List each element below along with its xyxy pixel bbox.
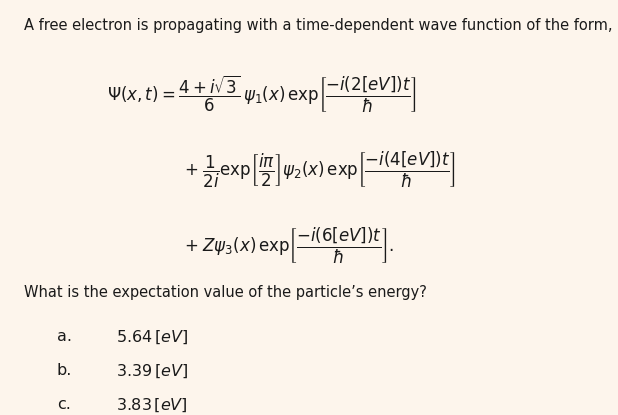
Text: a.: a. (57, 329, 72, 344)
Text: $+\;\dfrac{1}{2i}\exp\!\left[\dfrac{i\pi}{2}\right]\psi_2(x)\,\exp\!\left[\dfrac: $+\;\dfrac{1}{2i}\exp\!\left[\dfrac{i\pi… (184, 150, 457, 190)
Text: $+\;Z\psi_3(x)\,\exp\!\left[\dfrac{-i(6[eV])t}{\hbar}\right].$: $+\;Z\psi_3(x)\,\exp\!\left[\dfrac{-i(6[… (184, 225, 395, 266)
Text: What is the expectation value of the particle’s energy?: What is the expectation value of the par… (24, 285, 427, 300)
Text: b.: b. (57, 363, 72, 378)
Text: $\Psi(x,t) = \dfrac{4+i\sqrt{3}}{6}\,\psi_1(x)\,\exp\!\left[\dfrac{-i(2[eV])t}{\: $\Psi(x,t) = \dfrac{4+i\sqrt{3}}{6}\,\ps… (108, 74, 417, 115)
Text: $3.83\,[eV]$: $3.83\,[eV]$ (116, 397, 188, 414)
Text: A free electron is propagating with a time-dependent wave function of the form,: A free electron is propagating with a ti… (24, 18, 612, 33)
Text: c.: c. (57, 397, 70, 412)
Text: $3.39\,[eV]$: $3.39\,[eV]$ (116, 363, 188, 380)
Text: $5.64\,[eV]$: $5.64\,[eV]$ (116, 329, 188, 347)
